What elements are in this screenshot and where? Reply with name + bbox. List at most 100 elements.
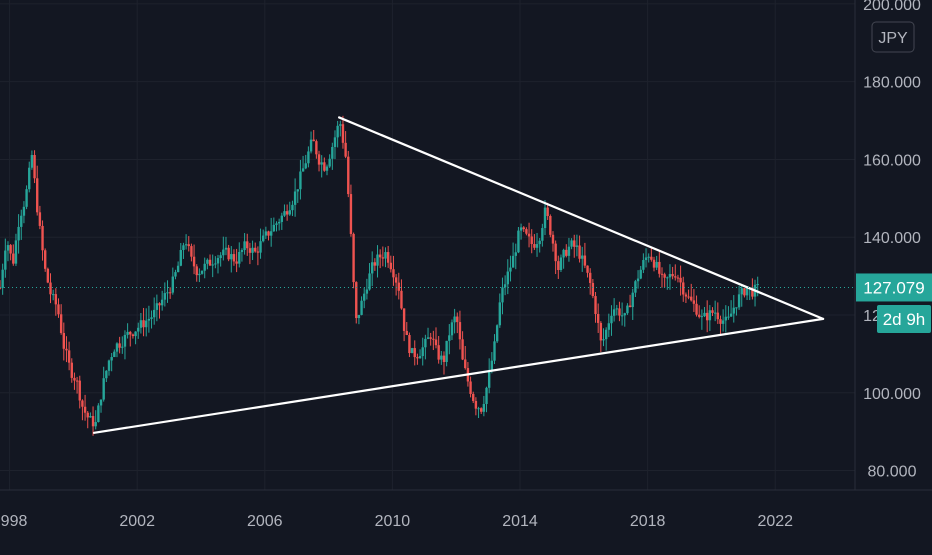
candle-body [347,156,350,195]
candle-body [222,249,225,256]
candle-body [107,360,111,371]
candle-body [269,231,273,236]
candle-body [83,406,87,413]
candle-body [429,337,432,339]
candle-body [727,316,730,318]
candle-body [113,351,116,358]
candle-body [482,403,486,412]
candle-body [639,269,642,279]
trendlines[interactable] [93,116,825,434]
candle-body [570,240,573,247]
candle-body [527,233,531,237]
candle-body [623,313,626,316]
candle-body [291,204,294,211]
candle-body [328,158,331,167]
time-axis[interactable]: 1998 2002 2006 2010 2014 2018 2022 [0,513,793,530]
candle-body [668,274,672,278]
candle-body [182,245,185,251]
candle-body [472,393,475,401]
time-tick-label: 2022 [757,513,793,530]
candle-body [160,299,164,306]
candle-body [81,400,84,407]
candle-body [594,296,597,315]
candle-body [73,377,76,381]
candle-body [596,314,600,323]
candle-body [200,270,204,274]
candle-body [511,255,515,268]
candle-body [299,171,302,190]
candle-body [203,263,206,271]
candle-body [211,264,214,266]
candle-body [280,215,284,222]
candle-body [304,163,307,169]
candle-body [647,256,650,258]
candle-body [543,207,547,229]
candle-body [591,282,595,297]
candle-body [618,308,621,316]
candle-body [634,281,637,293]
candle-body [461,339,464,360]
candle-body [317,154,321,165]
candle-body [67,350,71,363]
candle-body [355,282,358,319]
candle-body [437,345,440,360]
candle-body [376,254,379,266]
candle-body [30,155,34,168]
candle-body [261,235,265,242]
candle-body [243,241,246,251]
currency-badge[interactable]: JPY [871,21,915,53]
time-tick-label: 1998 [0,513,27,530]
candle-body [70,362,73,378]
countdown-badge: 2d 9h [877,305,931,333]
candle-body [259,241,262,253]
candle-body [535,244,539,248]
candle-body [386,252,390,263]
candle-body [565,249,568,256]
candle-body [184,244,188,246]
candle-body [129,331,132,335]
candle-body [650,256,653,260]
candle-body [110,357,113,361]
candle-body [695,303,698,315]
candle-body [174,272,177,277]
price-tick-label: 80.000 [868,464,917,481]
candle-body [163,293,167,300]
candle-body [589,272,592,283]
candle-body [503,284,507,288]
candle-body [283,211,286,216]
candle-body [20,215,23,227]
candle-body [150,317,153,319]
candle-body [586,265,589,273]
candle-body [378,254,382,258]
candle-body [421,347,424,357]
candle-body [732,307,735,314]
candle-body [498,302,502,326]
candle-body [14,240,18,264]
trendline-lower-support[interactable] [93,317,825,434]
candle-body [426,337,430,339]
candle-body [352,233,355,283]
candle-body [309,139,313,152]
candle-body [25,189,28,207]
trendline-upper-resistance[interactable] [338,116,825,320]
candle-body [307,151,310,164]
candle-body [9,245,12,254]
candle-body [105,370,108,379]
candle-body [139,320,143,328]
candle-body [713,312,717,314]
candle-body [371,262,374,274]
candle-body [636,278,640,282]
candle-body [684,294,688,297]
candle-body [365,289,369,294]
candle-body [389,262,393,270]
candle-body [315,141,318,155]
candle-body [604,329,608,340]
candle-body [102,378,105,400]
candle-body [464,359,467,369]
candle-body [49,282,52,295]
candle-body [397,282,400,291]
candle-body [59,314,63,333]
candle-body [519,227,523,231]
